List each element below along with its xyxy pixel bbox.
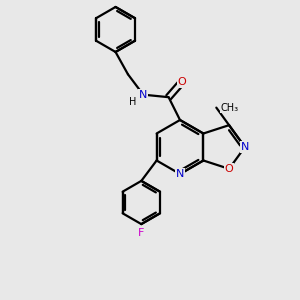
Text: O: O [225,164,233,174]
Text: N: N [139,90,147,100]
Text: N: N [176,169,184,179]
Text: H: H [129,97,136,107]
Text: N: N [241,142,249,152]
Text: O: O [178,77,186,87]
Text: CH₃: CH₃ [221,103,239,112]
Text: F: F [138,228,145,238]
